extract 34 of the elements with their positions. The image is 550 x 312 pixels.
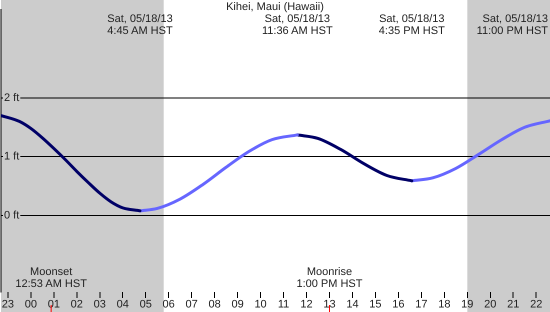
annotation: Sat, 05/18/13 4:45 AM HST: [107, 13, 173, 38]
x-tick-label: 12: [300, 298, 313, 311]
x-tick-label: 20: [484, 298, 496, 311]
x-tick-label: 21: [507, 298, 520, 311]
x-tick-label: 11: [278, 298, 290, 311]
x-tick-label: 03: [94, 298, 106, 311]
x-tick-label: 22: [530, 298, 542, 311]
x-tick-label: 00: [24, 298, 37, 311]
x-tick-label: 05: [140, 298, 152, 311]
x-tick-label: 02: [70, 298, 83, 311]
annotation: Sat, 05/18/13 11:36 AM HST: [262, 13, 333, 38]
x-tick-label: 14: [346, 298, 359, 311]
x-tick-label: 15: [369, 298, 382, 311]
x-tick-label: 01: [48, 298, 60, 311]
x-tick-label: 10: [254, 298, 267, 311]
y-tick-label: 0 ft: [4, 210, 20, 222]
x-tick-label: 09: [231, 298, 244, 311]
x-tick-label: 17: [415, 298, 428, 311]
x-tick-label: 16: [392, 298, 405, 311]
x-tick-label: 06: [162, 298, 175, 311]
ref-line-label: Moonset 12:53 AM HST: [15, 266, 88, 290]
y-tick-label: 2 ft: [4, 92, 20, 104]
annotation: Sat, 05/18/13 11:00 PM HST: [476, 13, 548, 38]
x-tick-label: 07: [186, 298, 198, 311]
y-tick-label: 1 ft: [4, 150, 20, 163]
x-tick-label: 13: [323, 298, 336, 311]
x-tick-label: 04: [116, 298, 129, 311]
annotation: Sat, 05/18/13 4:35 PM HST: [378, 13, 446, 38]
ref-line-label: Moonrise 1:00 PM HST: [296, 266, 363, 290]
x-tick-label: 23: [2, 298, 14, 311]
x-tick-label: 19: [461, 298, 474, 311]
x-tick-label: 08: [208, 298, 221, 311]
chart-title: Kihei, Maui (Hawaii): [226, 1, 324, 14]
x-tick-label: 18: [438, 298, 450, 311]
